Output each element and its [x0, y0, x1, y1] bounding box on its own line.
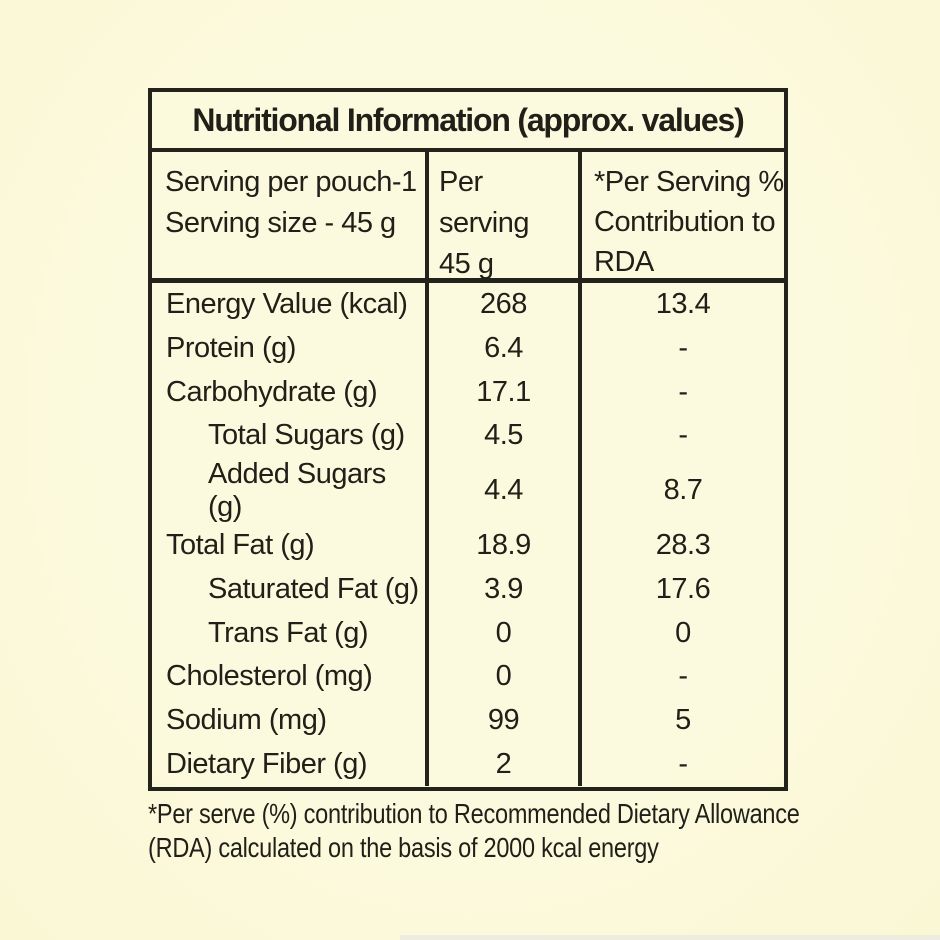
serving-size-text: Serving size - 45 g	[165, 207, 396, 239]
nutrient-label: Carbohydrate (g)	[166, 375, 378, 408]
row-protein: Protein (g) 6.4 -	[152, 326, 784, 371]
header-serving-info: Serving per pouch-1 Serving size - 45 g	[152, 152, 425, 278]
table-title: Nutritional Information (approx. values)	[152, 92, 784, 152]
per-serving-value: 0	[425, 611, 578, 655]
per-serving-value: 0	[425, 654, 578, 699]
row-carbohydrate: Carbohydrate (g) 17.1 -	[152, 370, 784, 415]
nutrient-label: Dietary Fiber (g)	[166, 747, 368, 780]
row-saturated-fat: Saturated Fat (g) 3.9 17.6	[152, 567, 784, 612]
per-serving-value: 6.4	[425, 326, 578, 371]
nutrient-label: Protein (g)	[166, 332, 296, 365]
row-dietary-fiber: Dietary Fiber (g) 2 -	[152, 742, 784, 787]
header-per-serving: Per serving 45 g	[425, 152, 578, 280]
rda-footnote: *Per serve (%) contribution to Recommend…	[148, 797, 800, 865]
rda-header-line2: Contribution to	[594, 206, 776, 238]
row-energy-value: Energy Value (kcal) 268 13.4	[152, 283, 784, 327]
table-body: Energy Value (kcal) 268 13.4 Protein (g)…	[152, 283, 784, 787]
per-serving-text: Per serving	[439, 166, 530, 239]
row-trans-fat: Trans Fat (g) 0 0	[152, 611, 784, 655]
table-header: Serving per pouch-1 Serving size - 45 g …	[152, 152, 784, 283]
row-total-sugars: Total Sugars (g) 4.5 -	[152, 414, 784, 458]
rda-value: 8.7	[578, 457, 784, 524]
rda-value: 5	[578, 698, 784, 743]
per-serving-value: 3.9	[425, 567, 578, 612]
rda-value: 28.3	[578, 523, 784, 568]
nutrient-label: Added Sugars (g)	[208, 457, 386, 523]
header-rda-contribution: *Per Serving % Contribution to RDA	[578, 152, 784, 278]
rda-value: 0	[578, 611, 784, 655]
row-total-fat: Total Fat (g) 18.9 28.3	[152, 523, 784, 568]
nutrient-label: Saturated Fat (g)	[208, 572, 419, 605]
nutrient-label: Energy Value (kcal)	[166, 288, 408, 321]
rda-value: 17.6	[578, 567, 784, 612]
per-serving-value: 2	[425, 742, 578, 787]
rda-value: 13.4	[578, 283, 784, 327]
per-serving-value: 268	[425, 283, 578, 327]
rda-value: -	[578, 414, 784, 458]
row-sodium: Sodium (mg) 99 5	[152, 698, 784, 743]
rda-header-line1: *Per Serving %	[594, 166, 784, 198]
per-serving-amount-text: 45 g	[439, 248, 494, 280]
row-added-sugars: Added Sugars (g) 4.4 8.7	[152, 457, 784, 524]
rda-value: -	[578, 370, 784, 415]
per-serving-value: 17.1	[425, 370, 578, 415]
row-cholesterol: Cholesterol (mg) 0 -	[152, 654, 784, 699]
rda-value: -	[578, 326, 784, 371]
nutrient-label: Total Fat (g)	[166, 529, 315, 562]
rda-value: -	[578, 654, 784, 699]
per-serving-value: 99	[425, 698, 578, 743]
footnote-line1: *Per serve (%) contribution to Recommend…	[148, 798, 800, 829]
nutrient-label: Sodium (mg)	[166, 703, 327, 736]
nutrient-label: Trans Fat (g)	[208, 616, 369, 649]
rda-value: -	[578, 742, 784, 787]
serving-per-pouch-text: Serving per pouch-1	[165, 166, 417, 198]
rda-header-line3: RDA	[594, 246, 654, 278]
per-serving-value: 18.9	[425, 523, 578, 568]
nutrient-label: Cholesterol (mg)	[166, 660, 373, 693]
bottom-edge-artifact	[400, 935, 940, 940]
nutrition-table: Nutritional Information (approx. values)…	[148, 88, 788, 791]
per-serving-value: 4.4	[425, 457, 578, 524]
per-serving-value: 4.5	[425, 414, 578, 458]
nutrient-label: Total Sugars (g)	[208, 419, 405, 452]
footnote-line2: (RDA) calculated on the basis of 2000 kc…	[148, 832, 659, 863]
